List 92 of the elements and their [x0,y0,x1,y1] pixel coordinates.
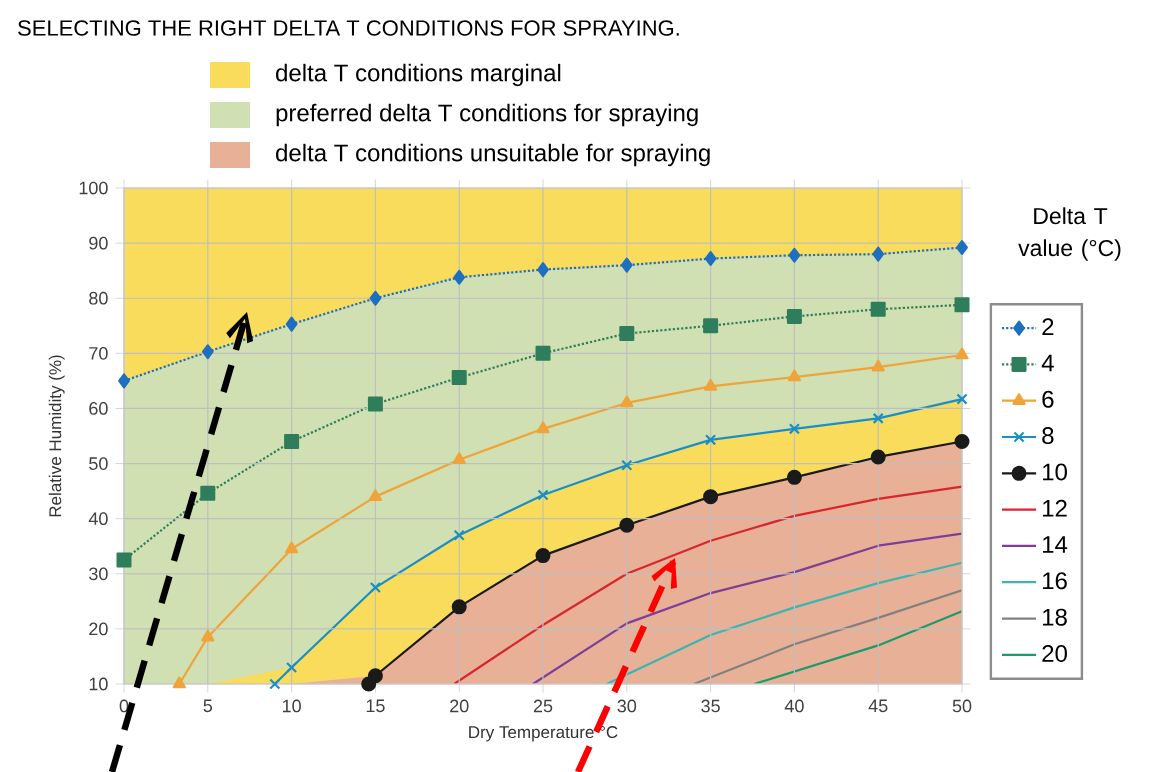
y-axis-title: Relative Humidity (%) [48,355,65,517]
point [620,257,633,273]
point [703,318,719,334]
point [118,373,130,389]
point [788,423,801,435]
legend-label: 18 [1043,608,1067,626]
point [285,316,298,332]
y-tick-label: 80 [89,291,108,305]
point [619,517,635,533]
point [537,262,549,278]
line-series [605,561,962,684]
point [368,489,383,501]
point [703,489,719,505]
x-tick-label: 25 [533,699,553,713]
point [116,552,132,568]
point [284,434,300,450]
point [172,676,186,689]
point [451,370,467,386]
legend-label: 4 [1041,354,1054,372]
legend-title: Delta T value (°C) [1018,207,1121,261]
legend-label: 2 [1042,318,1054,336]
point [367,668,383,684]
y-tick-label: 10 [89,677,108,691]
y-tick-label: 70 [89,346,108,360]
legend-label: delta T conditions marginal [276,63,561,87]
legend-label: 8 [1042,427,1054,445]
point [535,548,551,564]
point [786,469,802,485]
point [703,378,718,391]
point [285,661,298,674]
point [367,396,383,412]
point [704,434,717,446]
point [200,485,216,501]
point [956,240,968,256]
legend-label: delta T conditions unsuitable for spraying [276,143,710,167]
point [870,449,886,465]
point [284,541,299,554]
point [788,247,801,263]
legend-label: 14 [1043,536,1068,553]
y-tick-label: 20 [89,622,108,636]
legend-label: 16 [1043,572,1067,590]
point [453,529,465,541]
x-tick-label: 50 [952,699,972,713]
y-tick-label: 90 [89,236,108,250]
point [620,395,634,408]
point [619,326,635,342]
point [870,301,886,317]
chart-title: SELECTING THE RIGHT DELTA T CONDITIONS FOR SPRAYING. [18,20,679,36]
x-tick-label: 45 [868,699,888,713]
x-tick-label: 20 [450,699,469,713]
point [536,421,550,434]
point [872,412,884,424]
point [955,347,969,360]
y-tick-label: 100 [79,181,108,195]
point [537,489,549,501]
legend-label: 20 [1042,645,1067,662]
x-tick-label: 35 [701,699,720,713]
line-series [453,485,962,684]
legend-label: 12 [1043,499,1067,517]
point [269,678,281,690]
x-tick-label: 15 [366,699,385,713]
x-tick-label: 40 [784,699,804,713]
point [453,269,466,285]
y-tick-label: 40 [88,512,108,526]
y-tick-label: 60 [89,402,108,415]
legend-label: preferred delta T conditions for spraying [276,103,698,127]
point [954,434,970,450]
legend-label: 6 [1042,390,1054,408]
y-tick-label: 50 [89,457,108,470]
point [954,297,970,313]
x-tick-label: 0 [119,699,129,713]
point [621,459,633,471]
point [451,599,467,615]
x-tick-label: 10 [282,699,301,713]
point [787,369,802,382]
point [201,629,215,642]
point [369,581,382,594]
x-tick-label: 5 [203,699,213,713]
point [704,251,717,267]
line-series [531,532,962,684]
point [201,344,214,360]
line-series [692,589,962,684]
point [872,246,885,262]
point [369,290,382,306]
legend-label: 10 [1043,463,1067,481]
point [535,345,551,361]
point [786,308,802,324]
point [871,359,885,372]
x-tick-label: 30 [617,699,637,713]
y-tick-label: 30 [89,567,108,581]
point [452,452,466,465]
point [956,393,968,405]
